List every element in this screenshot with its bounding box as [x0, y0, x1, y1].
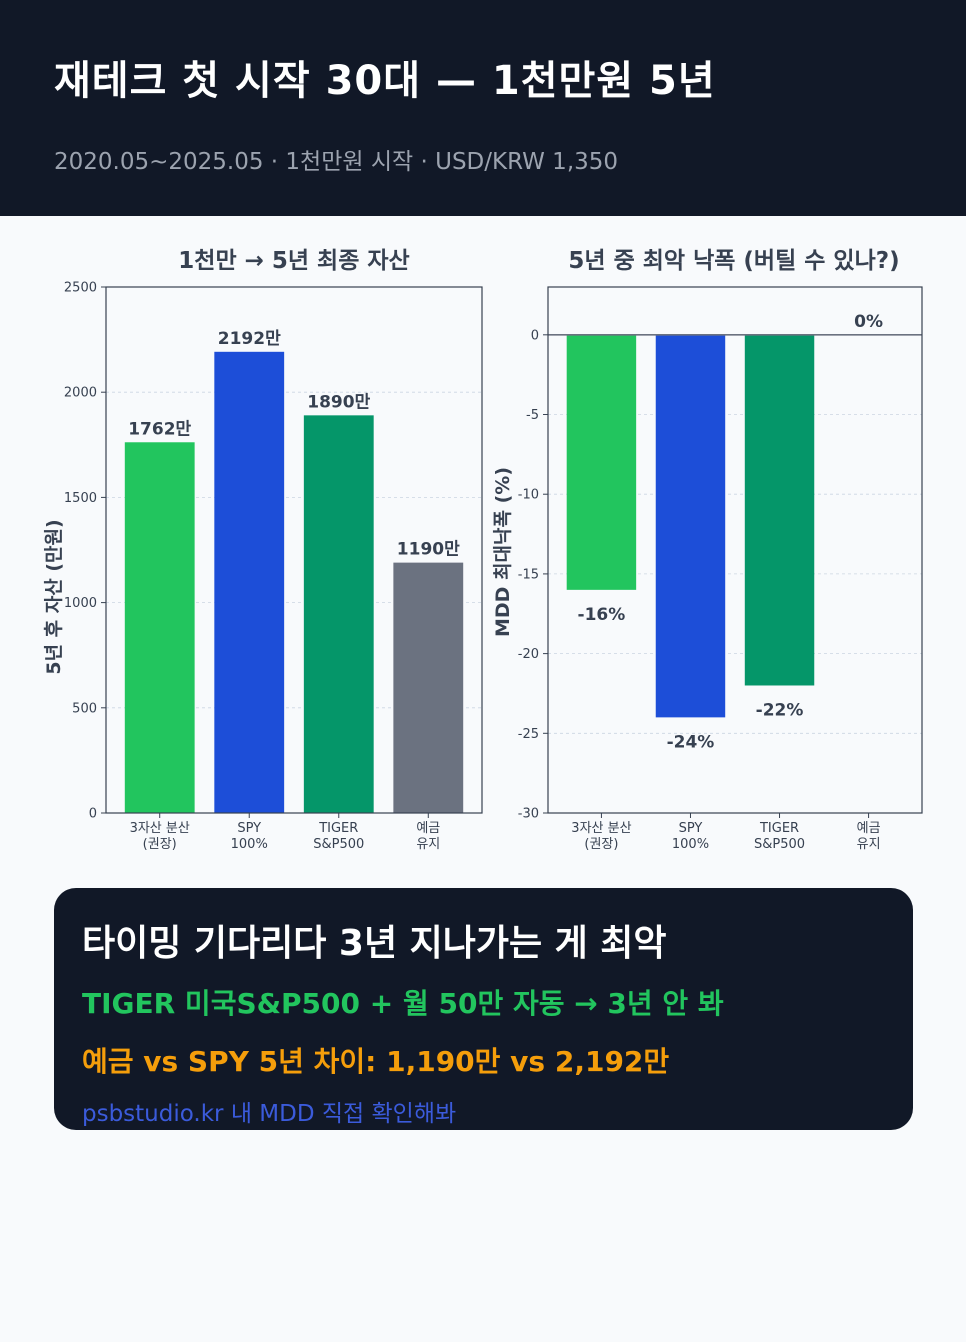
y-tick-label: -30 [518, 807, 539, 822]
y-tick-label: 500 [72, 701, 97, 716]
bar-value-label: 0% [854, 312, 883, 332]
bar-value-label: 1190만 [397, 540, 460, 560]
bar [566, 334, 637, 590]
callout-title: 타이밍 기다리다 3년 지나가는 게 최악 [82, 923, 667, 964]
bar [303, 415, 374, 813]
x-tick-label: S&P500 [313, 837, 364, 852]
x-tick-label: SPY [237, 821, 261, 836]
x-tick-label: 100% [672, 837, 709, 852]
bar-value-label: 1762만 [128, 419, 191, 439]
x-tick-label: S&P500 [754, 837, 805, 852]
chart2-frame [547, 286, 923, 814]
charts-area: 1천만 → 5년 최종 자산 5년 후 자산 (만원) 1762만 2192만 18… [43, 248, 923, 852]
x-tick-label: 3자산 분산 [571, 821, 631, 836]
x-tick-label: SPY [679, 821, 703, 836]
x-tick-label: (권장) [584, 837, 618, 852]
bar-value-label: -24% [667, 732, 715, 752]
x-tick-label: 유지 [416, 837, 440, 852]
y-tick-label: -15 [518, 567, 539, 582]
bar-value-label: 1890만 [307, 392, 370, 412]
callout-box: 타이밍 기다리다 3년 지나가는 게 최악 TIGER 미국S&P500 + 월… [54, 888, 913, 1130]
x-tick-label: 3자산 분산 [130, 821, 190, 836]
y-tick-label: 1000 [64, 596, 97, 611]
y-tick-label: -10 [518, 488, 539, 503]
bar-value-label: -22% [756, 700, 804, 720]
chart1-ylabel: 5년 후 자산 (만원) [43, 519, 65, 674]
x-tick-label: 유지 [857, 837, 881, 852]
bar-value-label: -16% [578, 605, 626, 625]
y-tick-label: -25 [518, 727, 539, 742]
chart-max-drawdown: 5년 중 최악 낙폭 (버틸 수 있나?) MDD 최대낙폭 (%) -16% -… [492, 248, 923, 852]
x-tick-label: TIGER [759, 821, 799, 836]
x-tick-label: 예금 [857, 821, 881, 836]
header-banner: 재테크 첫 시작 30대 — 1천만원 5년 2020.05~2025.05 ·… [0, 0, 966, 216]
y-tick-label: -20 [518, 647, 539, 662]
y-tick-label: 2500 [64, 281, 97, 296]
bar [214, 351, 285, 813]
chart2-ylabel: MDD 최대낙폭 (%) [492, 467, 514, 637]
x-tick-label: 100% [231, 837, 268, 852]
chart1-title: 1천만 → 5년 최종 자산 [178, 248, 409, 274]
bar-value-label: 2192만 [218, 329, 281, 349]
y-tick-label: -5 [526, 408, 539, 423]
bar [655, 334, 726, 718]
callout-line-comparison: 예금 vs SPY 5년 차이: 1,190만 vs 2,192만 [82, 1045, 670, 1078]
page-subtitle: 2020.05~2025.05 · 1천만원 시작 · USD/KRW 1,35… [54, 149, 619, 175]
y-tick-label: 2000 [64, 386, 97, 401]
bar [393, 562, 464, 813]
bar [744, 334, 815, 686]
chart-final-assets: 1천만 → 5년 최종 자산 5년 후 자산 (만원) 1762만 2192만 18… [43, 248, 483, 852]
callout-line-strategy: TIGER 미국S&P500 + 월 50만 자동 → 3년 안 봐 [82, 987, 724, 1020]
y-tick-label: 1500 [64, 491, 97, 506]
bar [124, 442, 195, 813]
chart1-frame [105, 286, 483, 814]
x-tick-label: 예금 [416, 821, 440, 836]
chart2-title: 5년 중 최악 낙폭 (버틸 수 있나?) [568, 248, 899, 274]
site-link[interactable]: psbstudio.kr 내 MDD 직접 확인해봐 [82, 1101, 457, 1127]
page-title: 재테크 첫 시작 30대 — 1천만원 5년 [54, 58, 716, 104]
y-tick-label: 0 [89, 807, 97, 822]
x-tick-label: (권장) [143, 837, 177, 852]
x-tick-label: TIGER [318, 821, 358, 836]
y-tick-label: 0 [531, 328, 539, 343]
